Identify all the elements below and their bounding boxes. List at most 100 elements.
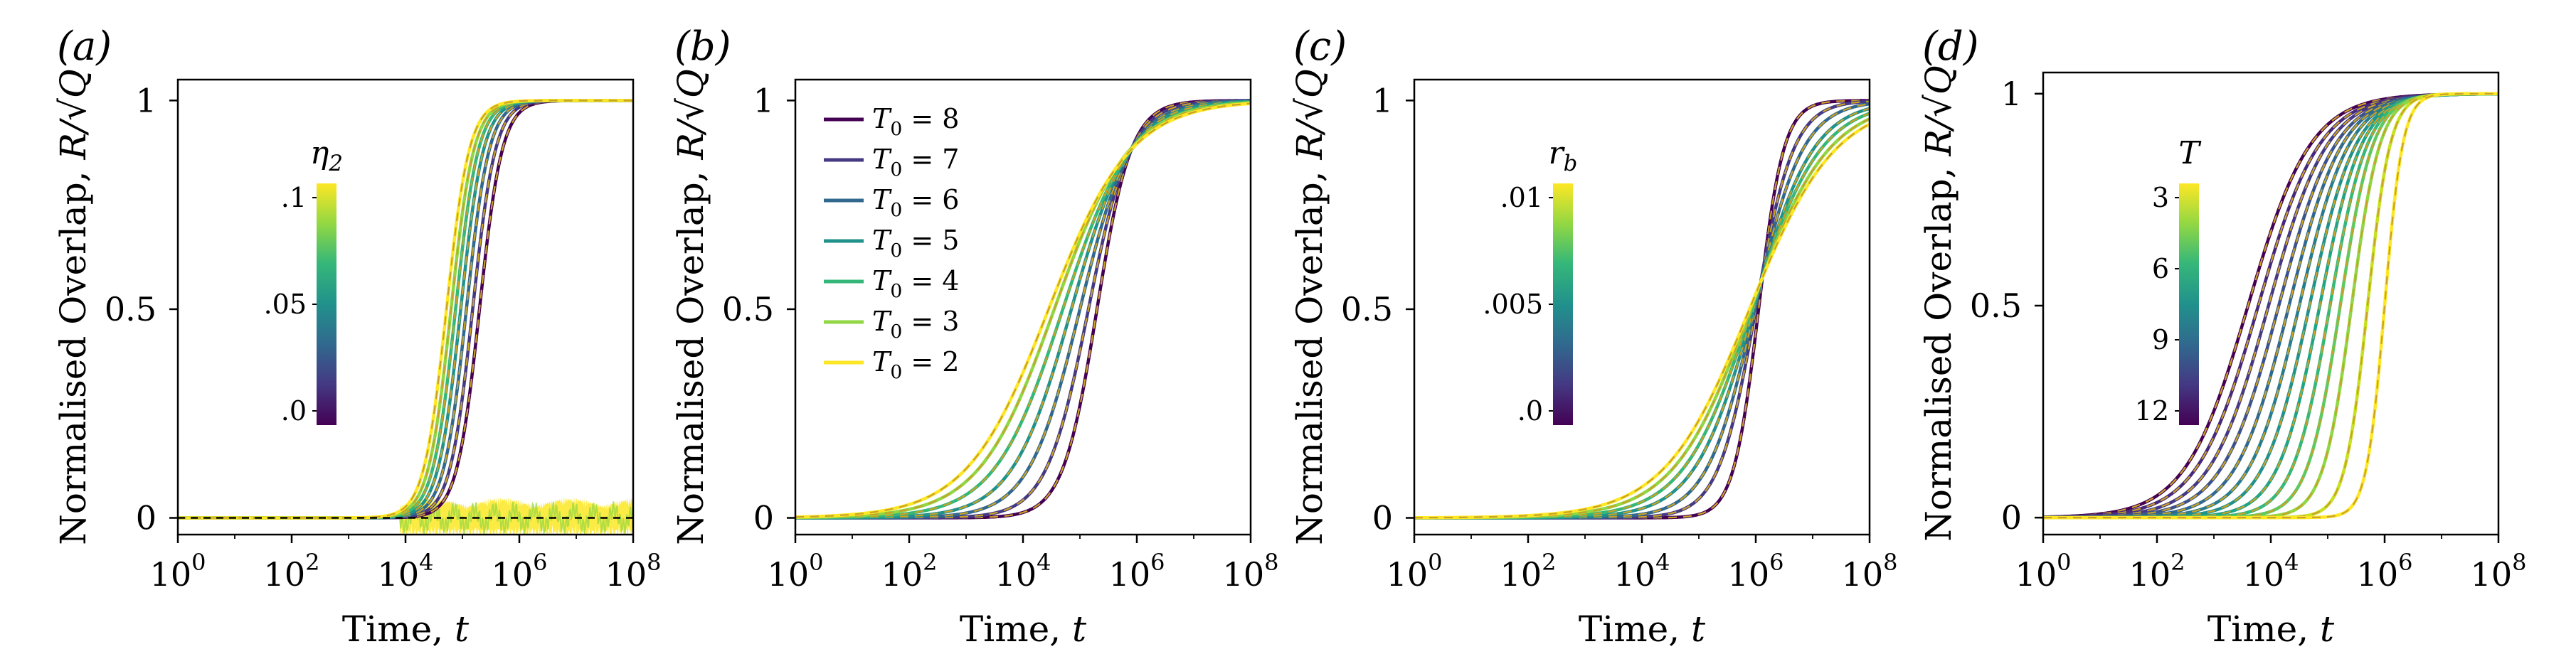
y-tick-label-d-1: 0.5 — [1970, 286, 2022, 325]
theory-dashed-line-d-10 — [2043, 92, 2498, 519]
panel-label-b: (b) — [674, 23, 731, 70]
colorbar-tick-label-c-2: .0 — [1517, 395, 1543, 427]
y-tick-label-a-1: 0.5 — [105, 290, 157, 328]
theory-dashed-line-b-1 — [795, 100, 1251, 519]
theory-dashed-line-a-4 — [178, 100, 633, 519]
theory-dashed-line-d-9 — [2043, 92, 2498, 519]
theory-dashed-line-d-4 — [2043, 93, 2498, 519]
curves-c — [1414, 99, 1870, 520]
theory-dashed-line-b-6 — [795, 102, 1251, 518]
series-line-a-5 — [178, 99, 633, 520]
y-tick-label-a-2: 1 — [136, 81, 157, 119]
theory-dashed-line-b-2 — [795, 100, 1251, 519]
panel-b: (b) 100 102 104 106 108 0 0.5 1 Time, t Normalised… — [670, 23, 1278, 650]
x-tick-label-c-4: 108 — [1842, 549, 1898, 594]
theory-dashed-line-d-12 — [2043, 92, 2498, 519]
theory-dashed-line-a-2 — [178, 100, 633, 519]
colorbar-d — [2179, 183, 2199, 425]
theory-dashed-line-b-3 — [795, 100, 1251, 519]
colorbar-title-a: η2 — [310, 135, 343, 176]
panel-a: (a) 100 102 104 106 108 0 0.5 1 Time, t Normalised… — [53, 23, 661, 650]
x-tick-label-b-4: 108 — [1223, 549, 1279, 594]
curves-b — [795, 99, 1251, 520]
colorbar-tick-label-a-1: .05 — [264, 289, 307, 320]
legend-entry-5: T0 = 3 — [872, 306, 959, 343]
colorbar-tick-label-c-0: .01 — [1500, 182, 1543, 213]
colorbar-tick-label-d-1: 6 — [2152, 253, 2169, 284]
series-line-d-3 — [2043, 92, 2498, 520]
series-line-d-9 — [2043, 92, 2498, 520]
series-line-a-6 — [178, 99, 633, 520]
theory-dashed-line-a-6 — [178, 100, 633, 519]
theory-dashed-line-b-5 — [795, 102, 1251, 518]
curves-a — [178, 99, 633, 535]
x-tick-label-b-0: 100 — [768, 549, 824, 594]
y-tick-label-b-0: 0 — [753, 499, 774, 537]
x-tick-label-a-0: 100 — [150, 549, 206, 594]
y-tick-label-d-0: 0 — [2001, 498, 2022, 537]
x-tick-label-c-1: 102 — [1500, 549, 1557, 594]
x-tick-label-a-2: 104 — [378, 549, 434, 594]
series-line-b-5 — [795, 101, 1251, 520]
series-line-d-12 — [2043, 92, 2498, 520]
series-line-d-10 — [2043, 92, 2498, 520]
y-tick-label-b-2: 1 — [753, 81, 774, 119]
series-line-b-6 — [795, 102, 1251, 519]
colorbar-a — [317, 183, 336, 425]
legend-entry-4: T0 = 4 — [872, 265, 959, 302]
x-tick-label-a-1: 102 — [264, 549, 320, 594]
series-line-d-4 — [2043, 92, 2498, 520]
series-line-a-1 — [178, 99, 633, 520]
x-tick-label-d-0: 100 — [2015, 549, 2072, 594]
y-axis-label-b: Normalised Overlap, R/√Q — [670, 69, 711, 545]
x-tick-label-c-3: 106 — [1728, 549, 1784, 594]
theory-dashed-line-d-6 — [2043, 92, 2498, 519]
y-tick-label-c-2: 1 — [1372, 81, 1393, 119]
theory-dashed-line-a-3 — [178, 100, 633, 519]
panel-d: (d) 100 102 104 106 108 0 0.5 1 Time, t Normalised… — [1918, 23, 2526, 650]
colorbar-tick-label-d-3: 12 — [2135, 395, 2169, 427]
colorbar-title-c: rb — [1549, 135, 1578, 176]
noise-band — [400, 497, 633, 535]
series-line-b-4 — [795, 100, 1251, 520]
theory-dashed-line-d-3 — [2043, 93, 2498, 519]
x-tick-label-b-3: 106 — [1109, 549, 1165, 594]
y-axis-label-c: Normalised Overlap, R/√Q — [1289, 69, 1330, 545]
x-axis-label-b: Time, t — [960, 609, 1087, 650]
series-line-a-3 — [178, 99, 633, 520]
theory-dashed-line-a-0 — [178, 100, 633, 519]
colorbar-title-d: T — [2178, 135, 2202, 171]
y-tick-label-b-1: 0.5 — [722, 290, 774, 328]
series-line-a-2 — [178, 99, 633, 520]
x-tick-label-c-2: 104 — [1614, 549, 1670, 594]
series-line-a-4 — [178, 99, 633, 520]
legend-b: T0 = 8 T0 = 7T0 = 6 T0 = 5T0 = 4 T0 = 3T0 =… — [824, 103, 959, 383]
x-axis-label-a: Time, t — [342, 609, 470, 650]
legend-entry-1: T0 = 7 — [872, 144, 959, 181]
legend-entry-6: T0 = 2 — [872, 346, 959, 383]
series-line-d-6 — [2043, 92, 2498, 520]
colorbar-tick-label-a-2: .0 — [281, 395, 307, 427]
curves-d — [2043, 92, 2498, 520]
axes-frame-a — [176, 78, 635, 536]
panel-label-d: (d) — [1922, 23, 1979, 70]
legend-entry-2: T0 = 6 — [872, 184, 959, 221]
theory-dashed-line-a-5 — [178, 100, 633, 519]
theory-dashed-line-b-4 — [795, 101, 1251, 519]
y-tick-label-d-2: 1 — [2001, 75, 2022, 113]
colorbar-tick-label-c-1: .005 — [1483, 289, 1543, 320]
axes-frame-d — [2042, 71, 2500, 536]
y-axis-label-d: Normalised Overlap, R/√Q — [1918, 65, 1959, 542]
y-tick-label-c-0: 0 — [1372, 499, 1393, 537]
x-tick-label-d-2: 104 — [2243, 549, 2299, 594]
colorbar-tick-label-d-0: 3 — [2152, 182, 2169, 213]
x-tick-label-b-2: 104 — [995, 549, 1051, 594]
legend-entry-3: T0 = 5 — [872, 225, 959, 262]
series-line-b-3 — [795, 100, 1251, 520]
x-tick-label-d-1: 102 — [2129, 549, 2185, 594]
theory-dashed-line-d-8 — [2043, 92, 2498, 519]
series-line-b-2 — [795, 99, 1251, 520]
noise-trace — [399, 501, 633, 535]
